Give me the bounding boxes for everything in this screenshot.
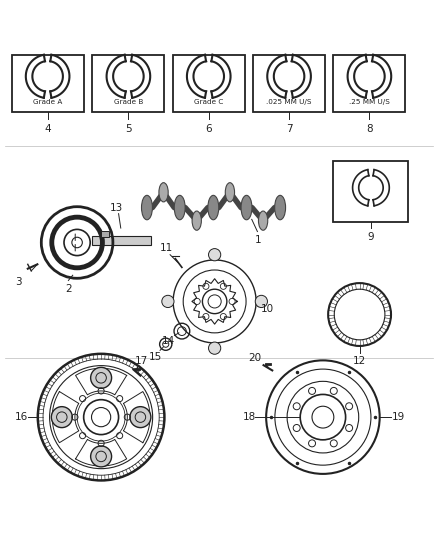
- Text: 9: 9: [367, 231, 374, 241]
- Text: 18: 18: [243, 412, 256, 422]
- Ellipse shape: [258, 211, 268, 230]
- Text: 19: 19: [392, 412, 405, 422]
- Circle shape: [255, 295, 268, 308]
- Text: Grade C: Grade C: [194, 100, 223, 106]
- Text: 17: 17: [134, 356, 148, 366]
- Text: 3: 3: [15, 277, 21, 287]
- Text: 13: 13: [110, 203, 123, 213]
- Text: .25 MM U/S: .25 MM U/S: [349, 100, 390, 106]
- Ellipse shape: [208, 195, 219, 220]
- Text: Grade B: Grade B: [114, 100, 143, 106]
- Text: 5: 5: [125, 124, 132, 134]
- Text: 10: 10: [261, 304, 274, 314]
- Text: 1: 1: [255, 235, 261, 245]
- Bar: [101, 231, 109, 237]
- Text: 12: 12: [353, 356, 366, 366]
- Text: 20: 20: [248, 353, 261, 364]
- Text: 11: 11: [160, 244, 173, 253]
- Ellipse shape: [225, 183, 235, 202]
- Text: 7: 7: [286, 124, 293, 134]
- Ellipse shape: [192, 211, 201, 230]
- Text: 6: 6: [205, 124, 212, 134]
- Circle shape: [91, 367, 112, 389]
- Bar: [92, 236, 151, 245]
- Ellipse shape: [174, 195, 185, 220]
- Circle shape: [208, 342, 221, 354]
- Text: Grade A: Grade A: [33, 100, 62, 106]
- Bar: [333, 161, 409, 222]
- Circle shape: [130, 407, 151, 427]
- Bar: [92, 55, 164, 111]
- Circle shape: [208, 248, 221, 261]
- Circle shape: [91, 446, 112, 467]
- Text: 4: 4: [44, 124, 51, 134]
- Ellipse shape: [241, 195, 252, 220]
- Bar: [333, 55, 406, 111]
- Text: 15: 15: [149, 352, 162, 361]
- Text: 8: 8: [366, 124, 373, 134]
- Ellipse shape: [159, 183, 168, 202]
- Ellipse shape: [141, 195, 152, 220]
- Bar: [12, 55, 84, 111]
- Circle shape: [51, 407, 72, 427]
- Text: 2: 2: [65, 284, 72, 294]
- Bar: [253, 55, 325, 111]
- Bar: [173, 55, 245, 111]
- Text: .025 MM U/S: .025 MM U/S: [266, 100, 312, 106]
- Ellipse shape: [275, 195, 286, 220]
- Circle shape: [162, 295, 174, 308]
- Circle shape: [84, 400, 119, 434]
- Text: 14: 14: [162, 336, 175, 346]
- Text: 16: 16: [15, 412, 28, 422]
